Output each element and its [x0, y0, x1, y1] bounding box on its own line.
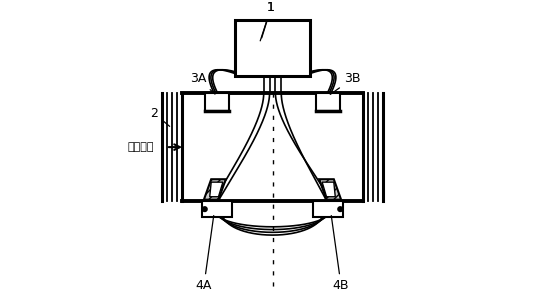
- Polygon shape: [322, 182, 335, 197]
- Text: 4B: 4B: [331, 216, 349, 292]
- Text: 1: 1: [260, 1, 275, 41]
- Bar: [316, 93, 340, 111]
- Polygon shape: [210, 182, 223, 197]
- Circle shape: [202, 207, 207, 212]
- Bar: [202, 201, 232, 217]
- Text: 水流方向: 水流方向: [128, 142, 154, 152]
- Text: 2: 2: [150, 107, 169, 126]
- Bar: [234, 20, 311, 76]
- Text: 3A: 3A: [190, 72, 215, 94]
- Polygon shape: [319, 179, 341, 200]
- Polygon shape: [204, 179, 226, 200]
- Text: 4A: 4A: [196, 216, 214, 292]
- Text: 1: 1: [262, 1, 275, 38]
- Bar: [205, 93, 229, 111]
- Bar: [313, 201, 343, 217]
- Circle shape: [338, 207, 343, 212]
- Text: 3B: 3B: [330, 72, 361, 95]
